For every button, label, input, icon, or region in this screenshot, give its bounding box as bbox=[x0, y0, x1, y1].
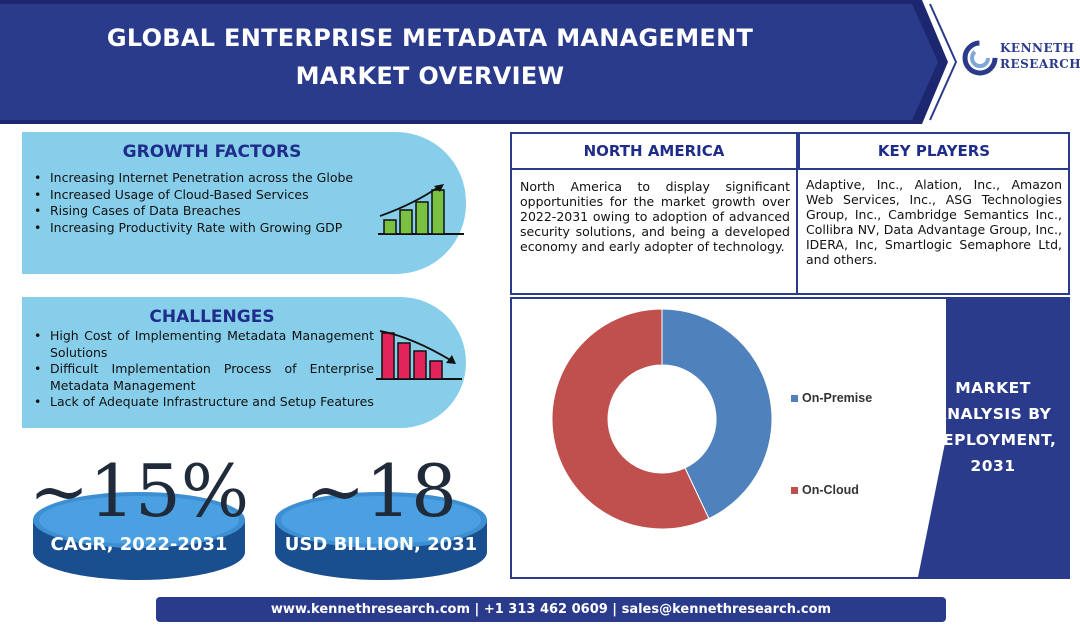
deployment-chart-panel: On-Premise On-Cloud bbox=[510, 297, 1070, 579]
list-item: Lack of Adequate Infrastructure and Setu… bbox=[32, 394, 374, 411]
challenges-card: CHALLENGES High Cost of Implementing Met… bbox=[22, 297, 466, 428]
market-size-value: ~18 bbox=[305, 449, 457, 533]
list-item: Increasing Productivity Rate with Growin… bbox=[32, 220, 374, 237]
contact-footer: www.kennethresearch.com | +1 313 462 060… bbox=[156, 597, 946, 622]
north-america-heading: NORTH AMERICA bbox=[510, 132, 798, 170]
page-title-line-1: GLOBAL ENTERPRISE METADATA MANAGEMENT bbox=[106, 24, 754, 52]
growth-factors-list: Increasing Internet Penetration across t… bbox=[32, 170, 374, 236]
donut-slice-on-premise bbox=[661, 308, 773, 520]
falling-bar-chart-icon bbox=[376, 330, 462, 380]
logo-text-top: KENNETH bbox=[1000, 41, 1075, 55]
chart-title: MARKET ANALYSIS BY DEPLOYMENT, 2031 bbox=[929, 379, 1057, 475]
page-title-line-2: MARKET OVERVIEW bbox=[295, 62, 565, 90]
market-size-stat: ~18 USD BILLION, 2031 bbox=[267, 450, 495, 570]
list-item: Difficult Implementation Process of Ente… bbox=[32, 361, 374, 394]
kenneth-research-logo-icon bbox=[962, 40, 998, 76]
list-item: Increasing Internet Penetration across t… bbox=[32, 170, 374, 187]
cagr-value: ~15% bbox=[28, 449, 250, 533]
list-item: Rising Cases of Data Breaches bbox=[32, 203, 374, 220]
key-players-heading: KEY PLAYERS bbox=[798, 132, 1070, 170]
legend-swatch-on-premise bbox=[791, 395, 798, 402]
north-america-text: North America to display significant opp… bbox=[510, 170, 798, 295]
growth-factors-title: GROWTH FACTORS bbox=[122, 142, 302, 162]
challenges-list: High Cost of Implementing Metadata Manag… bbox=[32, 328, 374, 411]
cagr-stat: ~15% CAGR, 2022-2031 bbox=[25, 450, 253, 570]
rising-bar-chart-icon bbox=[378, 184, 464, 235]
donut-slice-on-cloud bbox=[551, 308, 710, 530]
stat-discs bbox=[33, 492, 487, 580]
growth-factors-card: GROWTH FACTORS Increasing Internet Penet… bbox=[22, 132, 466, 274]
key-players-text: Adaptive, Inc., Alation, Inc., Amazon We… bbox=[798, 170, 1070, 295]
legend-swatch-on-cloud bbox=[791, 487, 798, 494]
list-item: Increased Usage of Cloud-Based Services bbox=[32, 187, 374, 204]
deployment-donut-chart: On-Premise On-Cloud bbox=[551, 299, 1068, 577]
legend-label-on-cloud: On-Cloud bbox=[802, 483, 859, 497]
cagr-caption: CAGR, 2022-2031 bbox=[50, 534, 228, 555]
list-item: High Cost of Implementing Metadata Manag… bbox=[32, 328, 374, 361]
market-size-caption: USD BILLION, 2031 bbox=[284, 534, 478, 555]
challenges-title: CHALLENGES bbox=[149, 307, 275, 327]
header-banner bbox=[0, 0, 1080, 130]
legend-label-on-premise: On-Premise bbox=[802, 391, 872, 405]
logo-text-bottom: RESEARCH bbox=[1000, 57, 1080, 71]
chart-title-band bbox=[918, 299, 1068, 577]
